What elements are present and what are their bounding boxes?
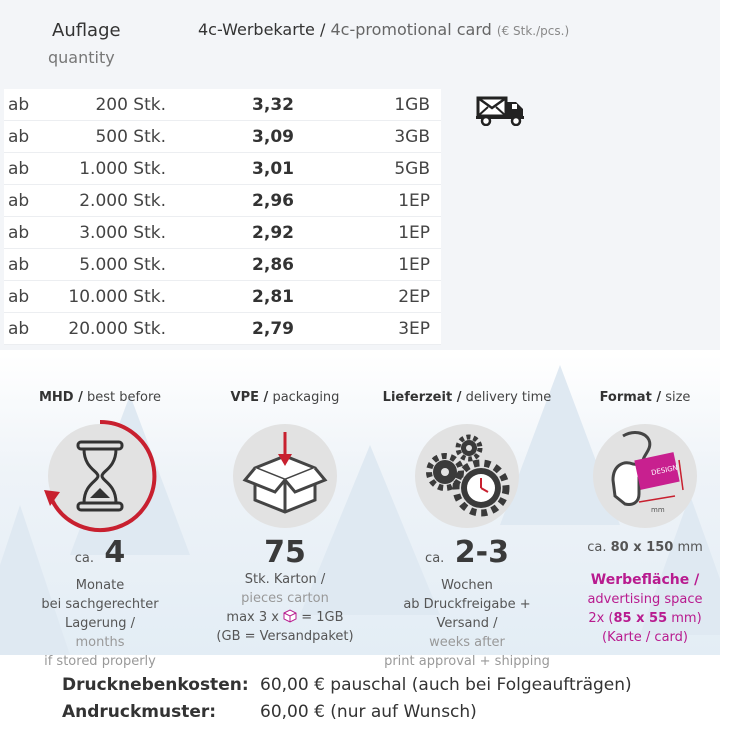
row-prefix: ab — [8, 191, 30, 211]
row-quantity: 5.000 Stk. — [79, 255, 166, 275]
mhd-line2: bei sachgerechter Lagerung / — [41, 597, 159, 631]
delivery-title: Lieferzeit / delivery time — [382, 390, 552, 405]
format-line2: advertising space — [587, 592, 703, 607]
delivery-line2: ab Druckfreigabe + Versand / — [403, 597, 531, 631]
vpe-circle — [233, 424, 337, 528]
product-header-de: 4c-Werbekarte / — [198, 20, 326, 39]
row-prefix: ab — [8, 159, 30, 179]
row-price: 3,32 — [252, 95, 294, 115]
row-shipping: 3EP — [398, 319, 430, 339]
format-circle: DESIGN mm — [593, 424, 697, 528]
box-arrow-icon — [242, 432, 328, 514]
row-shipping: 1GB — [394, 95, 430, 115]
price-row: ab 1.000 Stk. 3,01 5GB — [4, 153, 441, 185]
format-line1: Werbefläche / — [590, 572, 700, 588]
row-shipping: 3GB — [394, 127, 430, 147]
row-quantity: 1.000 Stk. — [79, 159, 166, 179]
format-icon-unit: mm — [651, 506, 665, 514]
row-prefix: ab — [8, 127, 30, 147]
price-row: ab 10.000 Stk. 2,81 2EP — [4, 281, 441, 313]
footer-value-1: 60,00 € pauschal (auch bei Folgeaufträge… — [260, 675, 632, 695]
mhd-line1: Monate — [75, 578, 125, 593]
row-quantity: 200 Stk. — [95, 95, 166, 115]
mhd-circle — [44, 419, 157, 532]
price-row: ab 200 Stk. 3,32 1GB — [4, 89, 441, 121]
row-price: 2,81 — [252, 287, 294, 307]
row-shipping: 1EP — [398, 255, 430, 275]
vpe-line3: max 3 x = 1GB — [226, 609, 344, 625]
hand-card-icon: DESIGN mm — [611, 431, 684, 514]
footer-row-1: Drucknebenkosten: 60,00 € pauschal (auch … — [62, 675, 632, 695]
mhd-block: MHD / best before ca. 4 Monate bei sachg… — [15, 390, 185, 671]
format-title: Format / size — [599, 390, 691, 405]
row-shipping: 2EP — [398, 287, 430, 307]
format-line3: 2x (85 x 55 mm) — [588, 611, 702, 626]
vpe-line1: Stk. Karton / — [244, 572, 326, 587]
row-prefix: ab — [8, 287, 30, 307]
price-row: ab 3.000 Stk. 2,92 1EP — [4, 217, 441, 249]
product-header: 4c-Werbekarte / 4c-promotional card (€ S… — [198, 20, 569, 39]
vpe-block: VPE / packaging 75 Stk. Karton / pieces … — [200, 390, 370, 646]
row-price: 2,79 — [252, 319, 294, 339]
row-price: 3,01 — [252, 159, 294, 179]
format-block: Format / size DESIGN mm ca. 80 x 150 mm … — [560, 390, 730, 647]
row-quantity: 20.000 Stk. — [68, 319, 166, 339]
vpe-title: VPE / packaging — [230, 390, 340, 405]
row-shipping: 1EP — [398, 223, 430, 243]
envelope-truck-icon — [476, 96, 524, 126]
footer-value-2: 60,00 € (nur auf Wunsch) — [260, 702, 477, 722]
vpe-value: 75 — [264, 535, 306, 570]
row-prefix: ab — [8, 223, 30, 243]
format-line4: (Karte / card) — [602, 630, 688, 645]
delivery-line3: weeks after — [429, 635, 505, 650]
price-row: ab 500 Stk. 3,09 3GB — [4, 121, 441, 153]
format-size: ca. 80 x 150 mm — [587, 540, 703, 555]
product-header-en: 4c-promotional card — [330, 20, 492, 39]
footer-row-2: Andruckmuster: 60,00 € (nur auf Wunsch) — [62, 702, 477, 722]
delivery-circle — [415, 424, 519, 528]
row-price: 3,09 — [252, 127, 294, 147]
vpe-line4: (GB = Versandpaket) — [216, 629, 354, 644]
footer-label-2: Andruckmuster: — [62, 702, 217, 722]
qty-header-en: quantity — [48, 48, 115, 67]
mhd-value: ca. 4 — [74, 535, 126, 570]
gears-clock-icon — [426, 434, 510, 517]
delivery-line1: Wochen — [441, 578, 493, 593]
delivery-block: Lieferzeit / delivery time ca. 2-3 Woche… — [382, 390, 552, 671]
row-prefix: ab — [8, 319, 30, 339]
price-row: ab 2.000 Stk. 2,96 1EP — [4, 185, 441, 217]
row-prefix: ab — [8, 95, 30, 115]
row-price: 2,96 — [252, 191, 294, 211]
row-shipping: 5GB — [394, 159, 430, 179]
mhd-title: MHD / best before — [38, 390, 162, 405]
row-quantity: 10.000 Stk. — [68, 287, 166, 307]
delivery-value: ca. 2-3 — [425, 535, 509, 570]
row-quantity: 500 Stk. — [95, 127, 166, 147]
row-shipping: 1EP — [398, 191, 430, 211]
mhd-line3: months — [75, 635, 125, 650]
footer-label-1: Drucknebenkosten: — [62, 675, 249, 695]
row-quantity: 2.000 Stk. — [79, 191, 166, 211]
hourglass-icon — [44, 419, 157, 532]
qty-header-de: Auflage — [52, 20, 121, 41]
mini-box-icon — [283, 609, 297, 623]
row-price: 2,86 — [252, 255, 294, 275]
price-row: ab 5.000 Stk. 2,86 1EP — [4, 249, 441, 281]
row-quantity: 3.000 Stk. — [79, 223, 166, 243]
price-row: ab 20.000 Stk. 2,79 3EP — [4, 313, 441, 345]
row-prefix: ab — [8, 255, 30, 275]
row-price: 2,92 — [252, 223, 294, 243]
unit-header: (€ Stk./pcs.) — [496, 24, 570, 38]
vpe-line2: pieces carton — [241, 591, 329, 606]
mhd-line4: if stored properly — [44, 654, 156, 669]
delivery-line4: print approval + shipping — [384, 654, 550, 669]
